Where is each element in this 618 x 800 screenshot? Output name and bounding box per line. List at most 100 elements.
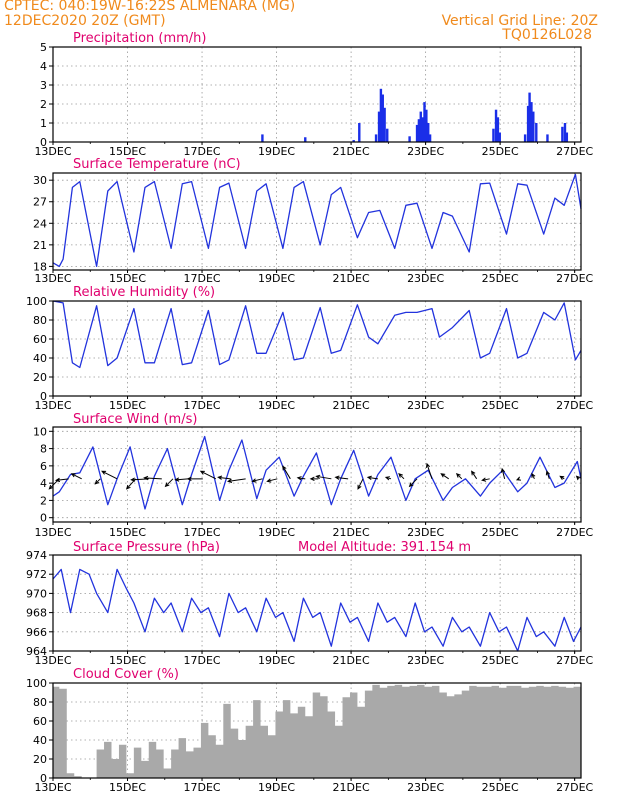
precipitation-bar	[419, 111, 422, 142]
precipitation-bar	[546, 134, 549, 142]
wind-arrow	[186, 476, 203, 482]
humidity-frame	[52, 300, 582, 397]
precipitation-bar	[386, 128, 389, 142]
humidity-panel: 0 20 40 60 80 100 13DEC 15DEC 17DEC 19DEC 21DEC 23D…	[26, 285, 594, 412]
wind-arrow	[559, 475, 565, 480]
wind-ytick-label: 10	[33, 425, 47, 438]
wind-xtick-label: 25DEC	[482, 526, 519, 539]
wind-arrow	[227, 478, 246, 484]
wind-arrow	[481, 477, 490, 482]
precipitation-bar	[381, 94, 384, 142]
humidity-xtick-label: 25DEC	[482, 399, 519, 412]
cloud-xtick-label: 17DEC	[183, 781, 220, 794]
temperature-xtick-label: 27DEC	[556, 272, 593, 285]
precipitation-bar	[377, 111, 381, 142]
wind-ytick-label: 6	[40, 460, 47, 473]
precipitation-bar	[415, 124, 419, 142]
precipitation-panel: 0 1 2 3 4 5 13DEC 15DEC 17DEC 19DEC 21DEC 23DEC 25DE…	[34, 31, 593, 158]
wind-ytick-label: 8	[40, 443, 47, 456]
wind-ytick-label: 4	[40, 477, 47, 490]
temperature-title: Surface Temperature (nC)	[73, 157, 241, 172]
wind-arrow	[366, 475, 378, 480]
wind-arrow	[471, 470, 478, 480]
precipitation-xtick-label: 23DEC	[407, 145, 444, 158]
wind-arrow	[500, 467, 506, 479]
wind-plot-area	[53, 427, 581, 522]
wind-arrow	[334, 475, 349, 480]
pressure-ytick-label: 968	[26, 607, 47, 620]
pressure-ytick-label: 972	[26, 568, 47, 581]
cloud-ytick-label: 60	[33, 715, 47, 728]
wind-arrow	[70, 473, 82, 480]
precipitation-bar	[563, 123, 567, 142]
temperature-xtick-label: 15DEC	[109, 272, 146, 285]
cloud-frame	[52, 682, 582, 779]
wind-arrow	[398, 473, 405, 480]
precipitation-bar	[561, 126, 564, 142]
station-info: CPTEC: 040:19W-16:22S ALMENARA (MG)	[4, 0, 296, 14]
pressure-xtick-label: 13DEC	[34, 654, 71, 667]
precipitation-title: Precipitation (mm/h)	[73, 31, 206, 46]
wind-arrow	[282, 465, 291, 480]
humidity-xtick-label: 17DEC	[183, 399, 220, 412]
cloud-xtick-label: 15DEC	[109, 781, 146, 794]
wind-arrow	[94, 478, 101, 485]
humidity-xtick-label: 21DEC	[333, 399, 370, 412]
wind-arrow	[199, 470, 217, 480]
humidity-title: Relative Humidity (%)	[73, 285, 215, 300]
temperature-plot-area	[53, 173, 581, 270]
wind-arrow	[251, 478, 263, 483]
precipitation-bar	[304, 137, 307, 142]
wind-xtick-label: 21DEC	[333, 526, 370, 539]
precipitation-xtick-label: 15DEC	[109, 145, 146, 158]
humidity-xtick-label: 15DEC	[109, 399, 146, 412]
humidity-line	[52, 300, 582, 369]
wind-arrow	[384, 476, 392, 481]
temperature-ytick-label: 24	[33, 217, 47, 230]
precipitation-ytick-label: 3	[40, 79, 47, 92]
wind-arrow	[296, 476, 306, 481]
humidity-ytick-label: 80	[33, 314, 47, 327]
pressure-line	[52, 568, 582, 652]
wind-arrow	[101, 470, 118, 480]
wind-arrow	[217, 475, 231, 480]
wind-arrow	[455, 473, 463, 480]
wind-xtick-label: 13DEC	[34, 526, 71, 539]
temperature-frame	[52, 172, 582, 271]
wind-arrow	[531, 472, 536, 480]
pressure-xtick-label: 17DEC	[183, 654, 220, 667]
precipitation-xtick-label: 17DEC	[183, 145, 220, 158]
temperature-line	[52, 173, 582, 268]
wind-ytick-label: 0	[40, 512, 47, 525]
humidity-xtick-label: 27DEC	[556, 399, 593, 412]
wind-xtick-label: 15DEC	[109, 526, 146, 539]
precipitation-bar	[417, 119, 421, 142]
humidity-ytick-label: 20	[33, 371, 47, 384]
wind-xtick-label: 27DEC	[556, 526, 593, 539]
cloud-panel: 0 20 40 60 80 100 13DEC 15DEC 17DEC 19DEC 21DEC 23D…	[26, 667, 594, 794]
precipitation-bar	[358, 123, 361, 142]
humidity-xtick-label: 13DEC	[34, 399, 71, 412]
precipitation-bar	[532, 111, 535, 142]
precipitation-bar	[535, 123, 538, 142]
temperature-xtick-label: 19DEC	[258, 272, 295, 285]
pressure-xtick-label: 15DEC	[109, 654, 146, 667]
temperature-xtick-label: 21DEC	[333, 272, 370, 285]
model-code: TQ0126L028	[502, 27, 592, 43]
pressure-panel: 964 966 968 970 972 974 13DEC 15DEC 17DEC 19DEC 21…	[26, 540, 594, 667]
temperature-xtick-label: 13DEC	[34, 272, 71, 285]
cloud-xtick-label: 23DEC	[407, 781, 444, 794]
precipitation-bar	[530, 102, 533, 142]
wind-arrow	[575, 475, 581, 481]
temperature-ytick-label: 21	[33, 239, 47, 252]
wind-arrow	[164, 478, 174, 488]
cloud-ytick-label: 40	[33, 734, 47, 747]
cloud-ytick-label: 20	[33, 753, 47, 766]
pressure-ytick-label: 966	[26, 626, 47, 639]
precipitation-xtick-label: 25DEC	[482, 145, 519, 158]
wind-arrow	[425, 462, 433, 479]
wind-xtick-label: 19DEC	[258, 526, 295, 539]
wind-arrow	[515, 476, 522, 481]
